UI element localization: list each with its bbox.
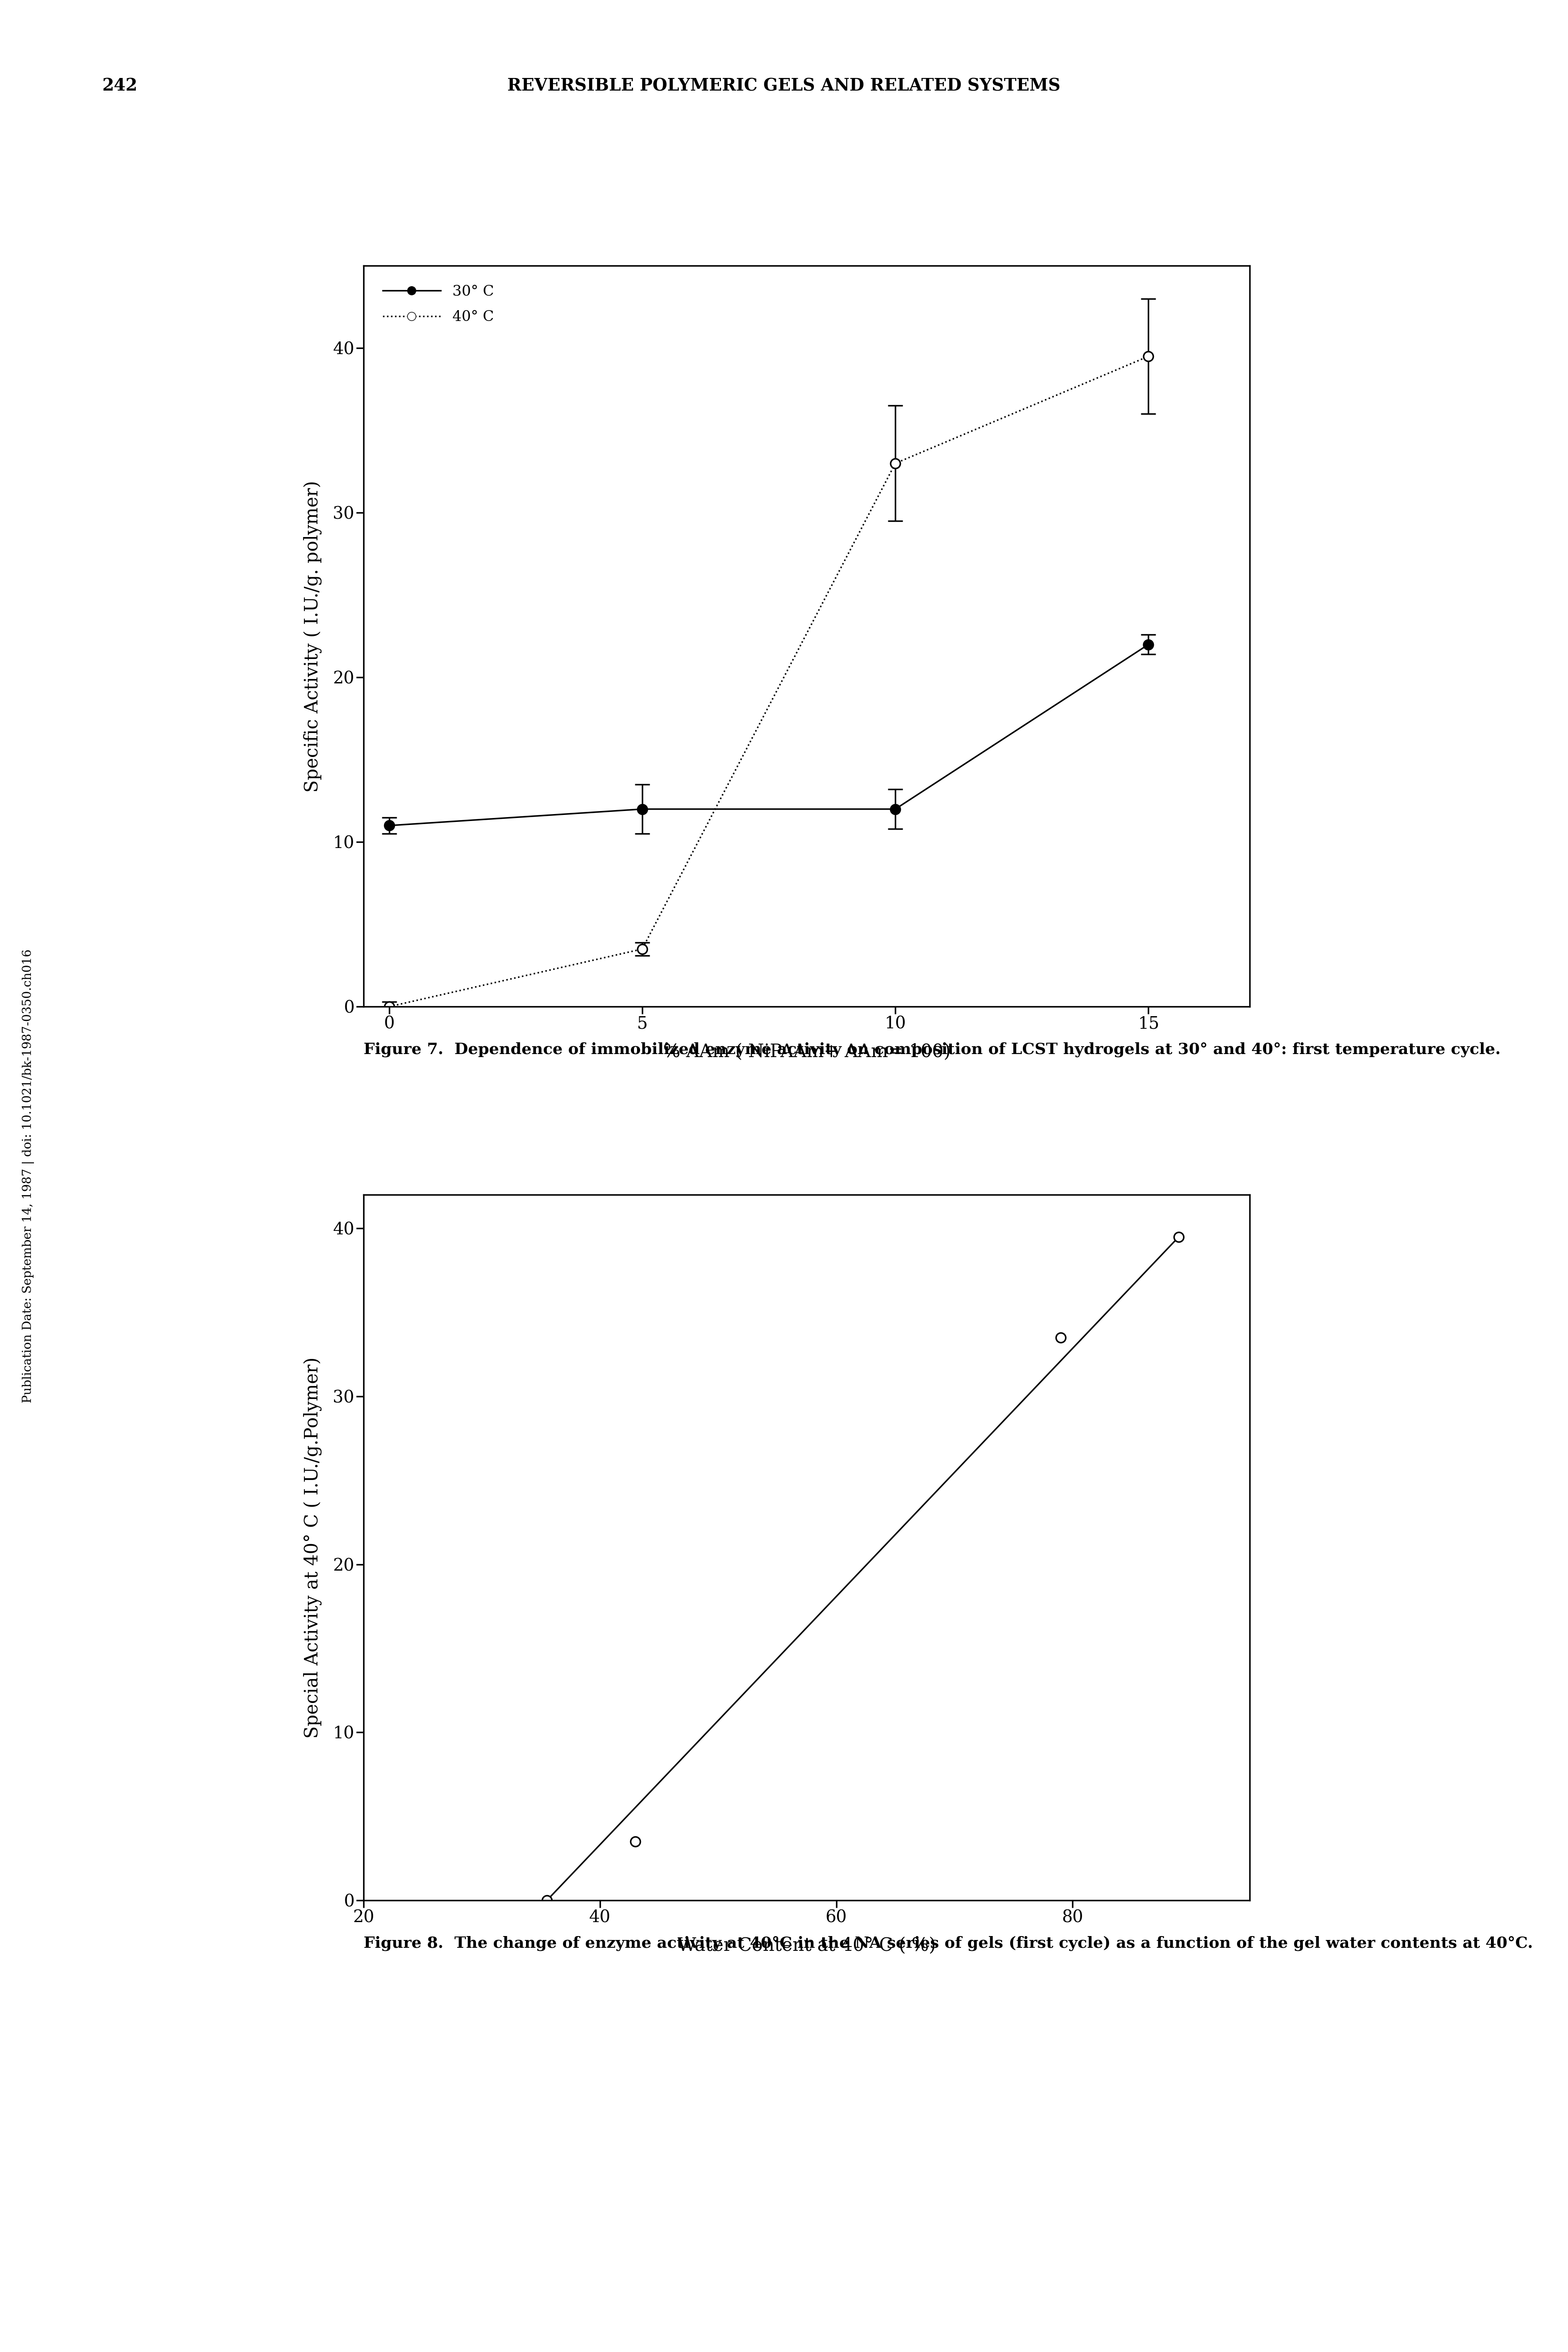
Text: 242: 242 — [102, 78, 138, 94]
X-axis label: % AAm ( NiPAAm+ AAm= 100): % AAm ( NiPAAm+ AAm= 100) — [663, 1042, 950, 1061]
Text: Publication Date: September 14, 1987 | doi: 10.1021/bk-1987-0350.ch016: Publication Date: September 14, 1987 | d… — [22, 950, 34, 1402]
Legend: 30° C, 40° C: 30° C, 40° C — [372, 273, 505, 336]
Text: REVERSIBLE POLYMERIC GELS AND RELATED SYSTEMS: REVERSIBLE POLYMERIC GELS AND RELATED SY… — [508, 78, 1060, 94]
Text: Figure 7.  Dependence of immobilized enzyme activity on composition of LCST hydr: Figure 7. Dependence of immobilized enzy… — [364, 1042, 1501, 1056]
Text: Figure 8.  The change of enzyme activity at 40°C in the NA series of gels (first: Figure 8. The change of enzyme activity … — [364, 1936, 1534, 1950]
X-axis label: Water Content at 40° C ( %): Water Content at 40° C ( %) — [677, 1936, 936, 1955]
Y-axis label: Special Activity at 40° C ( I.U./g.Polymer): Special Activity at 40° C ( I.U./g.Polym… — [303, 1357, 321, 1738]
Y-axis label: Specific Activity ( I.U./g. polymer): Specific Activity ( I.U./g. polymer) — [303, 480, 321, 793]
